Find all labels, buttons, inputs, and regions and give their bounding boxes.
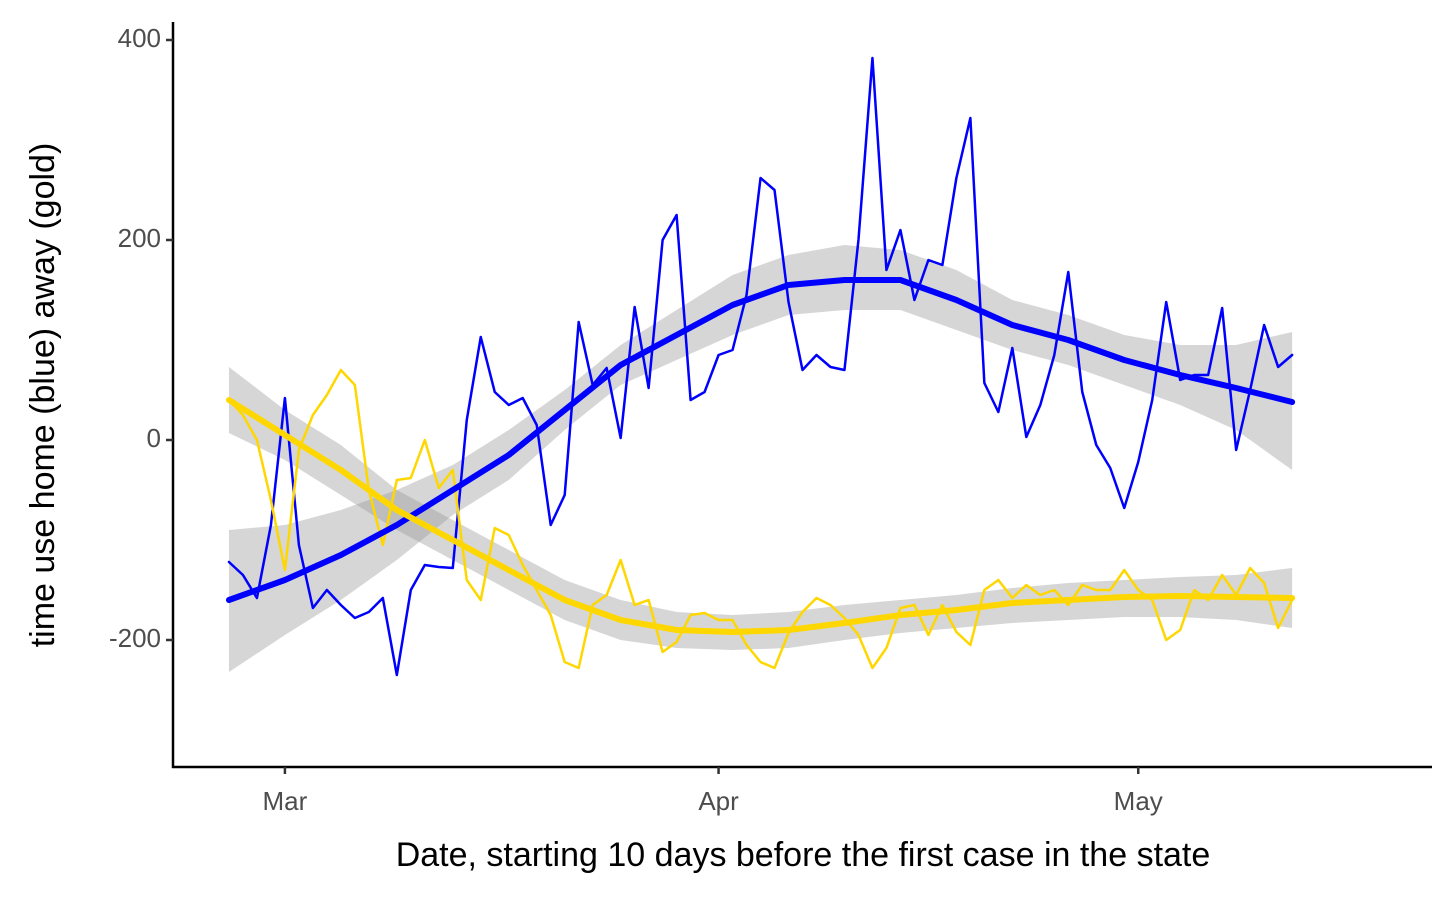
y-tick-label: 400 [118,23,161,53]
y-tick-label: -200 [109,623,161,653]
smooth-lines [225,277,1296,635]
x-tick-label: May [1114,786,1163,816]
y-tick-label: 0 [147,423,161,453]
bands [228,245,1293,672]
x-tick-label: Mar [263,786,308,816]
data-line [227,368,1294,670]
x-tick-label: Apr [698,786,739,816]
confidence-band [228,367,1293,650]
confidence-band [228,245,1293,672]
y-tick-label: 200 [118,223,161,253]
lines [227,56,1294,677]
smooth-line [225,397,1296,635]
data-line [227,56,1294,677]
x-axis-title: Date, starting 10 days before the first … [396,836,1211,874]
axes: -200 0 200 400 Mar Apr May [109,22,1432,816]
smooth-line [225,277,1296,603]
y-axis-title: time use home (blue) away (gold) [24,143,62,648]
